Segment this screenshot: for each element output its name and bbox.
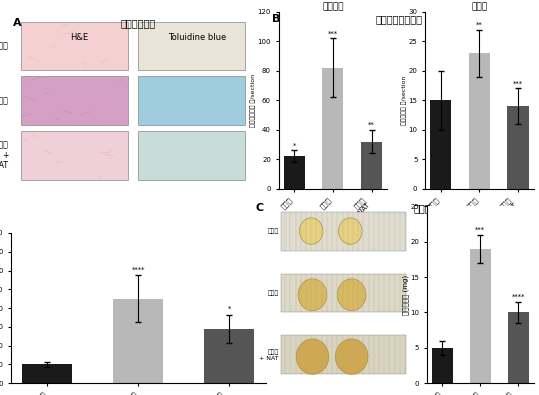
Text: 대조군: 대조군: [0, 41, 8, 51]
Ellipse shape: [335, 339, 368, 374]
FancyBboxPatch shape: [139, 131, 245, 180]
Text: C: C: [255, 203, 263, 213]
Ellipse shape: [298, 279, 327, 310]
Text: **: **: [476, 22, 483, 28]
FancyBboxPatch shape: [21, 76, 128, 125]
FancyBboxPatch shape: [139, 22, 245, 70]
Bar: [284, 156, 305, 189]
Y-axis label: 피부호산구 수/section: 피부호산구 수/section: [402, 75, 407, 125]
Text: 림프절: 림프절: [413, 203, 431, 213]
Bar: [204, 329, 254, 383]
Ellipse shape: [338, 342, 362, 368]
Text: **: **: [368, 122, 375, 128]
FancyBboxPatch shape: [281, 273, 406, 312]
Text: Toluidine blue: Toluidine blue: [168, 33, 226, 42]
Bar: [430, 100, 451, 189]
Text: 아토피: 아토피: [267, 290, 279, 296]
Text: 대조군: 대조군: [267, 228, 279, 234]
Text: ****: ****: [512, 294, 525, 300]
Ellipse shape: [300, 218, 323, 245]
Ellipse shape: [337, 279, 366, 310]
FancyBboxPatch shape: [281, 212, 406, 250]
Text: 피부면역세포변화: 피부면역세포변화: [375, 14, 423, 24]
Text: *: *: [293, 143, 296, 149]
Text: 아토피
+ NAT: 아토피 + NAT: [0, 141, 8, 170]
FancyBboxPatch shape: [139, 76, 245, 125]
Ellipse shape: [338, 280, 362, 306]
Text: 피부병변변화: 피부병변변화: [121, 18, 156, 28]
Text: ***: ***: [475, 226, 485, 233]
Bar: [361, 141, 382, 189]
Bar: [469, 53, 490, 189]
Text: 아토피: 아토피: [0, 96, 8, 105]
Text: ***: ***: [328, 31, 338, 37]
Text: *: *: [227, 306, 231, 312]
Text: 아토피
+ NAT: 아토피 + NAT: [259, 349, 279, 361]
Y-axis label: 피부비만세포 수/section: 피부비만세포 수/section: [251, 74, 256, 127]
Text: ****: ****: [132, 266, 145, 273]
Bar: [322, 68, 343, 189]
Title: 비만세포: 비만세포: [322, 2, 343, 11]
Ellipse shape: [338, 218, 362, 245]
FancyBboxPatch shape: [21, 131, 128, 180]
Bar: [508, 312, 529, 383]
Bar: [23, 364, 72, 383]
Bar: [113, 299, 163, 383]
Y-axis label: 림프절무게 (mg): 림프절무게 (mg): [402, 275, 409, 315]
Ellipse shape: [300, 342, 323, 368]
FancyBboxPatch shape: [21, 22, 128, 70]
Text: B: B: [272, 14, 281, 24]
Text: A: A: [13, 18, 22, 28]
Bar: [507, 106, 529, 189]
Bar: [432, 348, 453, 383]
Text: H&E: H&E: [71, 33, 89, 42]
Text: ***: ***: [513, 81, 523, 87]
Ellipse shape: [296, 339, 329, 374]
Bar: [470, 249, 490, 383]
FancyBboxPatch shape: [281, 335, 406, 374]
Ellipse shape: [300, 280, 323, 306]
Title: 호산구: 호산구: [471, 2, 487, 11]
